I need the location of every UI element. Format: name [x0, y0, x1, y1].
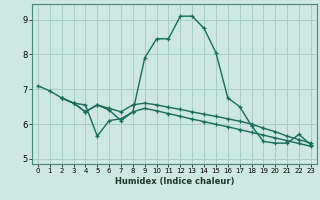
X-axis label: Humidex (Indice chaleur): Humidex (Indice chaleur) — [115, 177, 234, 186]
